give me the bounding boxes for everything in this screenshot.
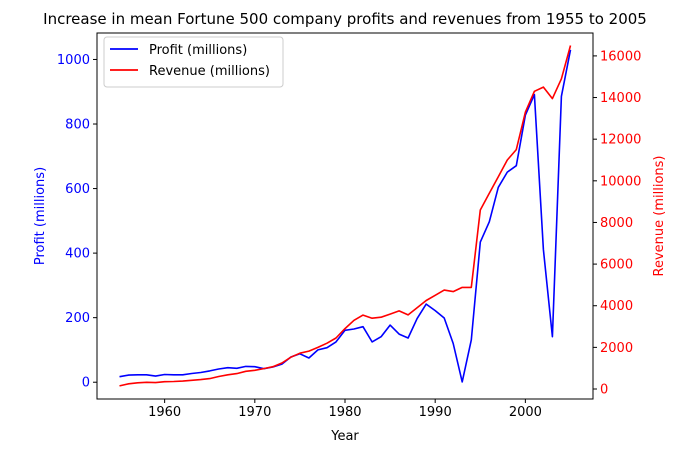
y-left-tick-label: 0 <box>82 376 90 391</box>
x-tick-label: 1990 <box>419 405 452 420</box>
series-line-revenue <box>119 45 572 387</box>
y-right-tick-label: 0 <box>600 383 608 398</box>
y-right-tick-label: 8000 <box>600 216 633 231</box>
legend: Profit (millions) Revenue (millions) <box>103 36 284 88</box>
y-right-tick-label: 12000 <box>600 133 641 148</box>
plot-frame <box>96 32 594 400</box>
lines-layer <box>119 45 572 387</box>
x-tick-label: 1980 <box>328 405 361 420</box>
y-right-tick-label: 4000 <box>600 299 633 314</box>
y-left-tick-label: 600 <box>65 182 90 197</box>
y-right-axis-title: Revenue (millions) <box>652 156 667 277</box>
y-right-tick-label: 10000 <box>600 174 641 189</box>
x-tick-label: 2000 <box>509 405 542 420</box>
x-tick-label: 1960 <box>148 405 181 420</box>
y-right-tick-label: 2000 <box>600 341 633 356</box>
x-tick-label: 1970 <box>238 405 271 420</box>
series-line-profit <box>119 49 572 383</box>
y-left-axis-title: Profit (millions) <box>33 167 48 265</box>
legend-box <box>103 36 284 88</box>
legend-label-revenue: Revenue (millions) <box>149 64 270 79</box>
y-right-tick-label: 14000 <box>600 91 641 106</box>
chart-title: Increase in mean Fortune 500 company pro… <box>43 10 647 28</box>
ticks-layer: 1960 1970 1980 1990 200002004006008001000020… <box>57 49 641 420</box>
y-left-tick-label: 200 <box>65 311 90 326</box>
y-left-tick-label: 400 <box>65 247 90 262</box>
x-axis-title: Year <box>330 429 359 444</box>
y-left-tick-label: 1000 <box>57 53 90 68</box>
y-right-tick-label: 6000 <box>600 258 633 273</box>
legend-label-profit: Profit (millions) <box>149 43 247 58</box>
y-left-tick-label: 800 <box>65 118 90 133</box>
y-right-tick-label: 16000 <box>600 49 641 64</box>
